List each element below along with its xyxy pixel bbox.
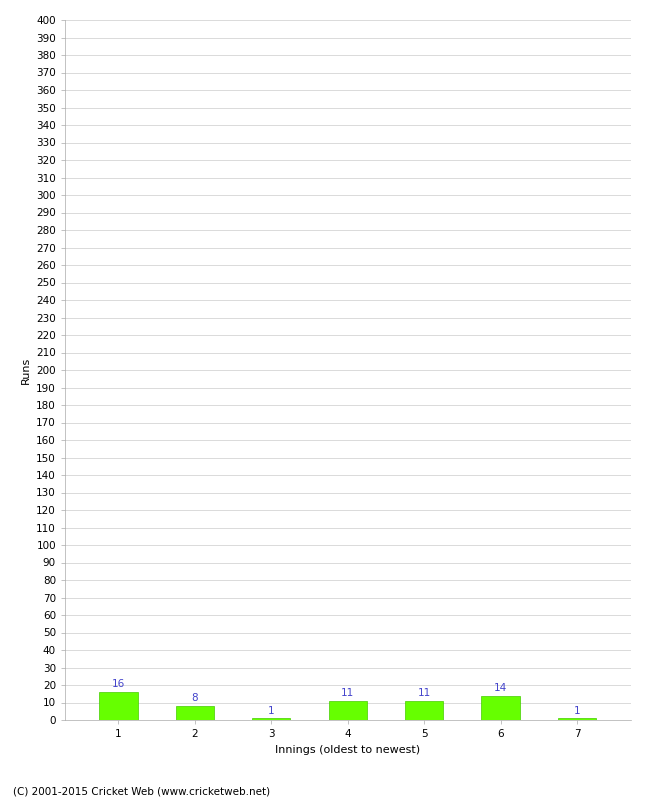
- Text: 16: 16: [112, 679, 125, 690]
- X-axis label: Innings (oldest to newest): Innings (oldest to newest): [275, 745, 421, 754]
- Text: 1: 1: [574, 706, 580, 716]
- Bar: [558, 718, 596, 720]
- Bar: [176, 706, 214, 720]
- Bar: [329, 701, 367, 720]
- Bar: [252, 718, 291, 720]
- Text: 11: 11: [341, 688, 354, 698]
- Bar: [482, 695, 520, 720]
- Bar: [99, 692, 138, 720]
- Y-axis label: Runs: Runs: [21, 356, 31, 384]
- Text: 14: 14: [494, 683, 507, 693]
- Bar: [405, 701, 443, 720]
- Text: 11: 11: [417, 688, 431, 698]
- Text: 8: 8: [192, 694, 198, 703]
- Text: 1: 1: [268, 706, 275, 716]
- Text: (C) 2001-2015 Cricket Web (www.cricketweb.net): (C) 2001-2015 Cricket Web (www.cricketwe…: [13, 786, 270, 796]
